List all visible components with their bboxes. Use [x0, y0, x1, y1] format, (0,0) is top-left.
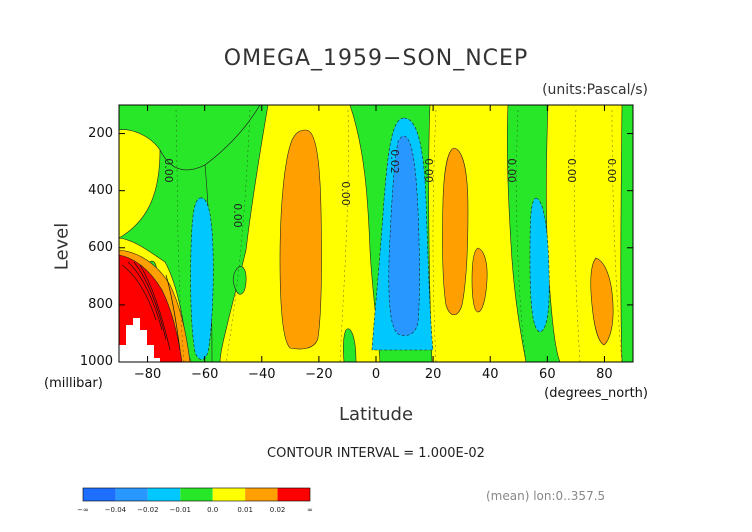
topography-mask [119, 318, 160, 362]
blue-region-core [388, 135, 420, 336]
chart-title: OMEGA_1959−SON_NCEP [223, 46, 529, 71]
colorbar-label: 0.0 [207, 506, 219, 514]
orange-region-nh-sub [442, 147, 469, 316]
y-tick-label: 800 [88, 296, 113, 312]
y-tick-label: 200 [88, 125, 113, 141]
orange-region-nh-high [590, 257, 614, 346]
colorbar-label: ∞ [307, 506, 313, 514]
contour-label: 0.00 [604, 157, 618, 183]
x-tick-label: −60 [190, 367, 219, 382]
contour-interval-label: CONTOUR INTERVAL = 1.000E-02 [267, 446, 485, 461]
contour-label: 0.00 [162, 157, 176, 183]
mean-label: (mean) lon:0..357.5 [486, 489, 606, 503]
y-axis-label: Level [51, 222, 73, 271]
red-contour-lines [121, 261, 181, 351]
green-sliver-eq [343, 328, 357, 362]
contour-fill-layer [119, 105, 633, 362]
x-tick-label: 80 [596, 367, 613, 382]
green-region-north [620, 105, 633, 362]
orange-region-nh-sub2 [471, 247, 488, 313]
axis-ticks [119, 105, 633, 363]
colorbar-label: 0.02 [269, 506, 286, 514]
colorbar-label: −0.04 [104, 506, 127, 514]
cyan-region-south [190, 197, 214, 360]
orange-region-sh [279, 129, 322, 350]
colorbar-label: −0.02 [137, 506, 159, 514]
x-axis-label: Latitude [338, 404, 414, 425]
x-tick-label: 40 [481, 367, 499, 382]
y-tick-label: 1000 [79, 354, 113, 369]
contour-label: 0.00 [564, 157, 578, 183]
x-tick-label: 60 [539, 367, 556, 382]
contour-label: 0.00 [504, 157, 518, 183]
colorbar-label: −0.01 [169, 506, 191, 514]
contour-label: 0.00 [339, 180, 353, 206]
colorbar-label: −∞ [77, 506, 89, 514]
contour-label: 0.02 [387, 149, 401, 174]
units-label: (units:Pascal/s) [542, 82, 648, 98]
zero-contour-lines [175, 109, 623, 362]
x-tick-label: −40 [248, 367, 276, 382]
y-tick-label: 600 [88, 239, 113, 255]
green-blob-nh [232, 266, 247, 295]
y-tick-label: 400 [88, 182, 113, 198]
x-tick-label: 20 [424, 367, 442, 382]
colorbar-label: 0.01 [237, 506, 253, 514]
x-tick-label: −20 [305, 367, 333, 382]
x-tick-label: −80 [133, 367, 162, 382]
x-unit-label: (degrees_north) [544, 386, 648, 401]
contour-label: 0.00 [230, 203, 244, 229]
cyan-region-nh [529, 197, 550, 333]
x-tick-label: 0 [371, 367, 381, 382]
contour-label: 0.00 [422, 157, 435, 183]
y-unit-label: (millibar) [44, 376, 103, 391]
